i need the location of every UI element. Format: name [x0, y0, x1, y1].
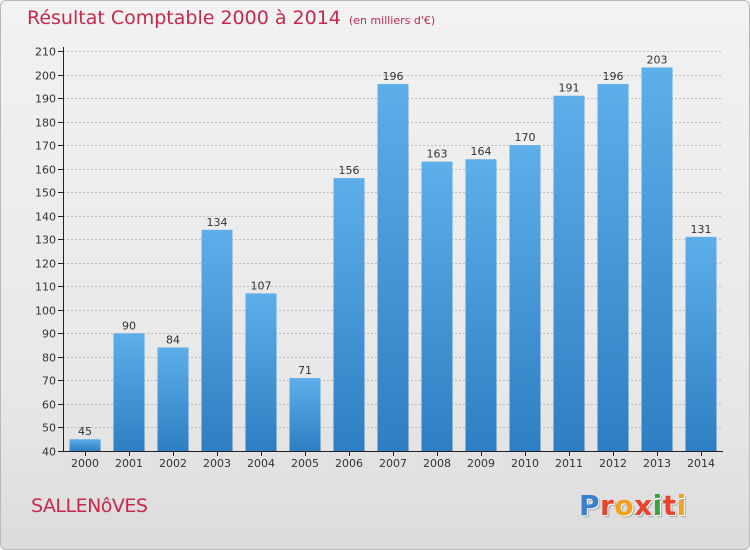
x-tick-label: 2008 [423, 457, 451, 470]
logo-letter: i [652, 489, 663, 522]
y-tick-label: 80 [42, 352, 56, 365]
bar-2012 [597, 83, 629, 452]
value-label: 71 [298, 364, 312, 377]
x-tick-label: 2006 [335, 457, 363, 470]
logo-letter: o [614, 489, 635, 522]
value-label: 170 [515, 131, 536, 144]
title-text: Résultat Comptable 2000 à 2014 [27, 7, 341, 29]
y-tick-label: 90 [42, 328, 56, 341]
bars: 45 90 84 134 107 71 156 196 163 164 170 191 196 203 13… [69, 53, 717, 452]
y-tick-label: 120 [35, 258, 56, 271]
logo-letter: x [634, 489, 653, 522]
value-label: 134 [207, 216, 228, 229]
value-label: 203 [647, 53, 668, 66]
logo-letter: P [579, 489, 601, 522]
bar-2003 [201, 229, 233, 451]
bar-2002 [157, 347, 189, 451]
x-tick-label: 2001 [115, 457, 143, 470]
x-tick-label: 2014 [687, 457, 715, 470]
value-label: 90 [122, 319, 136, 332]
axes: 40 50 60 70 80 90 100 110 120 130 140 150 160 170 180 1… [35, 46, 723, 470]
bar-2000 [69, 439, 101, 451]
x-tick-label: 2011 [555, 457, 583, 470]
value-label: 107 [251, 279, 272, 292]
y-tick-label: 100 [35, 305, 56, 318]
value-label: 156 [339, 164, 360, 177]
y-tick-label: 190 [35, 93, 56, 106]
y-tick-label: 130 [35, 234, 56, 247]
bar-2006 [333, 178, 365, 451]
bar-2007 [377, 83, 409, 452]
x-tick-label: 2003 [203, 457, 231, 470]
value-label: 191 [559, 82, 580, 95]
bar-2008 [421, 161, 453, 451]
value-label: 196 [383, 70, 404, 83]
logo-letter: t [662, 489, 677, 522]
value-label: 164 [471, 145, 492, 158]
y-tick-label: 60 [42, 399, 56, 412]
bar-2009 [465, 159, 497, 451]
chart-subtitle: (en milliers d'€) [348, 14, 436, 27]
x-tick-label: 2004 [247, 457, 275, 470]
bar-2004 [245, 293, 277, 451]
y-tick-label: 180 [35, 117, 56, 130]
x-tick-label: 2013 [643, 457, 671, 470]
bar-2013 [641, 67, 673, 452]
y-tick-label: 200 [35, 70, 56, 83]
logo-letter: r [600, 489, 615, 522]
bar-2014 [685, 236, 717, 451]
x-tick-label: 2009 [467, 457, 495, 470]
y-tick-label: 210 [35, 46, 56, 59]
x-tick-label: 2000 [71, 457, 99, 470]
x-tick-label: 2002 [159, 457, 187, 470]
y-tick-label: 50 [42, 422, 56, 435]
value-label: 196 [603, 70, 624, 83]
y-tick-label: 170 [35, 140, 56, 153]
value-label: 131 [691, 223, 712, 236]
y-tick-label: 150 [35, 187, 56, 200]
x-tick-label: 2007 [379, 457, 407, 470]
y-tick-label: 70 [42, 375, 56, 388]
y-tick-label: 140 [35, 211, 56, 224]
value-label: 163 [427, 148, 448, 161]
value-label: 45 [78, 425, 92, 438]
proxiti-logo: Proxiti [579, 489, 687, 522]
bar-chart: 45 90 84 134 107 71 156 196 163 164 170 191 196 203 13… [35, 46, 723, 470]
chart-title: Résultat Comptable 2000 à 2014 (en millie… [27, 7, 435, 29]
bar-2011 [553, 95, 585, 452]
bar-2005 [289, 378, 321, 451]
logo-letter: i [676, 489, 687, 522]
bar-2001 [113, 333, 145, 451]
bar-2010 [509, 145, 541, 451]
x-tick-label: 2012 [599, 457, 627, 470]
y-tick-label: 40 [42, 446, 56, 459]
value-label: 84 [166, 333, 180, 346]
y-tick-label: 160 [35, 164, 56, 177]
y-tick-label: 110 [35, 281, 56, 294]
x-tick-label: 2005 [291, 457, 319, 470]
x-tick-label: 2010 [511, 457, 539, 470]
commune-name: SALLENôVES [31, 495, 148, 517]
